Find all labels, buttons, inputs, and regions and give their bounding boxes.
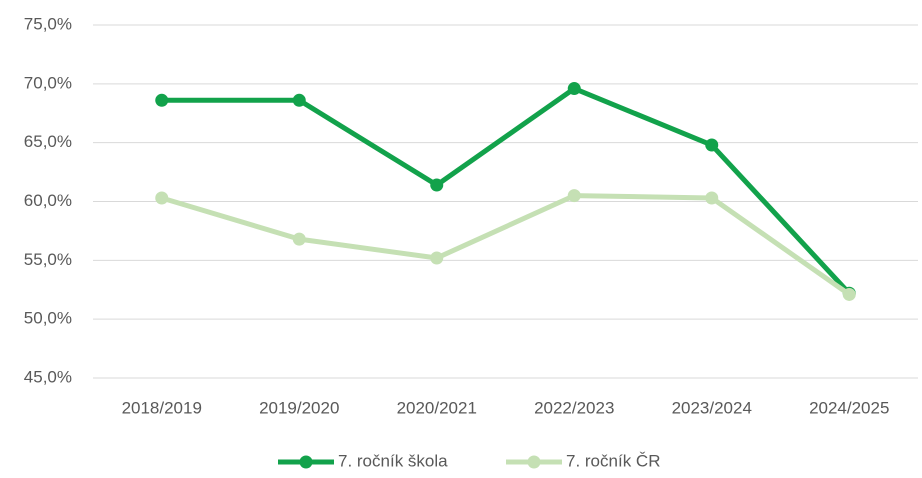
marker: [842, 287, 856, 301]
series-line: [161, 193, 851, 297]
x-tick-label: 2023/2024: [672, 398, 752, 417]
y-tick-label: 75,0%: [24, 14, 72, 33]
y-tick-label: 60,0%: [24, 191, 72, 210]
marker: [430, 178, 444, 192]
x-tick-label: 2022/2023: [534, 398, 614, 417]
x-tick-label: 2018/2019: [122, 398, 202, 417]
marker: [430, 251, 444, 265]
marker: [567, 189, 581, 203]
marker: [567, 82, 581, 96]
marker: [705, 138, 719, 152]
marker: [705, 191, 719, 205]
series-line: [161, 86, 852, 295]
y-tick-label: 50,0%: [24, 309, 72, 328]
x-tick-label: 2024/2025: [809, 398, 889, 417]
marker: [155, 191, 169, 205]
x-tick-label: 2019/2020: [259, 398, 339, 417]
legend-label: 7. ročník škola: [338, 451, 448, 470]
x-tick-label: 2020/2021: [397, 398, 477, 417]
y-tick-label: 70,0%: [24, 73, 72, 92]
y-tick-label: 65,0%: [24, 132, 72, 151]
y-tick-label: 45,0%: [24, 367, 72, 386]
marker: [292, 232, 306, 246]
legend-marker: [527, 455, 541, 469]
marker: [155, 93, 169, 107]
y-tick-label: 55,0%: [24, 250, 72, 269]
marker: [292, 93, 306, 107]
legend-marker: [299, 455, 313, 469]
legend-label: 7. ročník ČR: [566, 451, 660, 470]
